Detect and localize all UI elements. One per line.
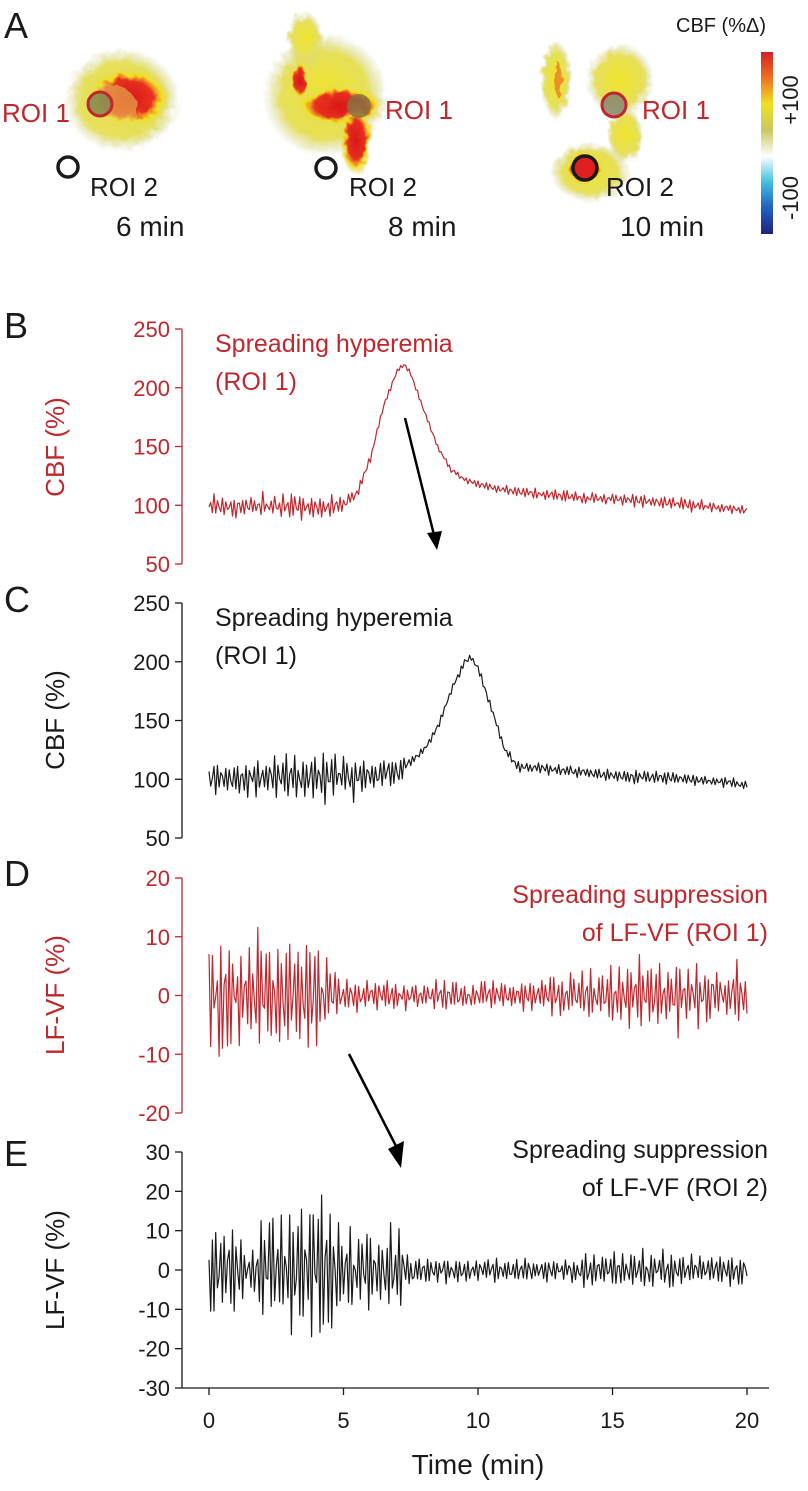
perfusion-map-6min xyxy=(64,48,180,152)
y-axis-label-c: CBF (%) xyxy=(40,670,70,770)
y-tick-label: 150 xyxy=(133,435,170,460)
arrow-d-to-e xyxy=(347,1053,400,1151)
panel-label-c: C xyxy=(4,579,30,620)
time-label-10min: 10 min xyxy=(620,211,704,242)
chart-panel-b: 50 100 150 200 250 CBF (%) Spreading hyperemia… xyxy=(40,317,748,577)
x-tick-label: 5 xyxy=(337,1408,349,1433)
y-tick-label: 50 xyxy=(146,826,170,851)
y-tick-label: 0 xyxy=(158,984,170,1009)
panel-title-e: Spreading suppression xyxy=(512,1136,768,1164)
time-label-6min: 6 min xyxy=(116,211,184,242)
chart-panel-c: 50 100 150 200 250 CBF (%) Spreading hyperemia… xyxy=(40,591,748,851)
y-tick-label: 100 xyxy=(133,493,170,518)
time-label-8min: 8 min xyxy=(388,211,456,242)
roi2-circle-8min xyxy=(314,156,338,180)
y-tick-label: 100 xyxy=(133,767,170,792)
y-tick-label: -20 xyxy=(138,1337,170,1362)
y-axis-label-b: CBF (%) xyxy=(40,397,70,497)
colorbar xyxy=(761,52,773,234)
roi1-label-8min: ROI 1 xyxy=(385,95,453,125)
y-tick-label: 30 xyxy=(146,1140,170,1165)
y-axis-label-d: LF-VF (%) xyxy=(40,935,70,1055)
chart-panel-e: -30 -20 -10 0 10 20 30 LF-VF (%) Spreading suppr… xyxy=(40,1136,769,1480)
panel-subtitle-b: (ROI 1) xyxy=(215,368,297,396)
panel-subtitle-c: (ROI 1) xyxy=(215,642,297,670)
arrow-b-to-c xyxy=(403,417,436,536)
trace-c xyxy=(208,654,748,806)
x-tick-label: 0 xyxy=(203,1408,215,1433)
y-tick-label: 10 xyxy=(146,925,170,950)
y-tick-label: 0 xyxy=(158,1258,170,1283)
y-tick-label: 20 xyxy=(146,1179,170,1204)
roi1-label-10min: ROI 1 xyxy=(642,95,710,125)
panel-label-b: B xyxy=(4,305,28,346)
colorbar-title: CBF (%Δ) xyxy=(676,15,766,37)
y-tick-label: 50 xyxy=(146,552,170,577)
roi1-outline-10min xyxy=(600,91,628,119)
y-tick-label: 250 xyxy=(133,317,170,342)
roi1-label-6min: ROI 1 xyxy=(2,98,70,128)
chart-panel-d: -20 -10 0 10 20 LF-VF (%) Spreading suppressio… xyxy=(40,866,768,1126)
roi1-outline-6min xyxy=(86,90,114,118)
arrowhead-b-to-c xyxy=(427,531,442,550)
roi2-circle-6min xyxy=(56,155,80,179)
roi2-label-6min: ROI 2 xyxy=(90,172,158,202)
panel-title-d: Spreading suppression xyxy=(512,881,768,909)
x-axis-label: Time (min) xyxy=(412,1449,545,1480)
panel-label-a: A xyxy=(4,5,28,46)
x-tick-label: 15 xyxy=(600,1408,624,1433)
roi2-fill-10min xyxy=(573,156,597,180)
y-tick-label: 20 xyxy=(146,866,170,891)
panel-a: ROI 1 ROI 2 6 min ROI 1 ROI 2 8 min R xyxy=(2,12,803,242)
panel-title-b: Spreading hyperemia xyxy=(215,330,453,358)
panel-title-c: Spreading hyperemia xyxy=(215,604,453,632)
y-tick-label: 250 xyxy=(133,591,170,616)
x-tick-label: 10 xyxy=(466,1408,490,1433)
roi1-circle-8min xyxy=(347,94,371,118)
arrowhead-d-to-e xyxy=(388,1141,404,1168)
roi2-label-8min: ROI 2 xyxy=(349,172,417,202)
colorbar-min-label: -100 xyxy=(778,176,803,220)
y-axis-label-e: LF-VF (%) xyxy=(40,1210,70,1330)
y-tick-label: 10 xyxy=(146,1219,170,1244)
panel-subtitle-e: of LF-VF (ROI 2) xyxy=(582,1174,768,1202)
trace-b xyxy=(208,364,748,521)
panel-label-e: E xyxy=(4,1133,28,1174)
panel-label-d: D xyxy=(4,853,30,894)
y-tick-label: -30 xyxy=(138,1376,170,1401)
roi1-circle-10min xyxy=(602,93,626,117)
perfusion-map-8min xyxy=(263,12,387,176)
trace-e xyxy=(208,1194,748,1338)
y-tick-label: 200 xyxy=(133,650,170,675)
roi2-label-10min: ROI 2 xyxy=(606,172,674,202)
y-tick-label: -10 xyxy=(138,1042,170,1067)
y-tick-label: 200 xyxy=(133,376,170,401)
y-tick-label: 150 xyxy=(133,709,170,734)
roi2-circle-10min xyxy=(571,154,599,182)
trace-d xyxy=(208,926,748,1057)
roi1-circle-6min xyxy=(88,92,112,116)
panel-subtitle-d: of LF-VF (ROI 1) xyxy=(582,919,768,947)
x-tick-label: 20 xyxy=(735,1408,759,1433)
y-tick-label: -20 xyxy=(138,1101,170,1126)
colorbar-max-label: +100 xyxy=(778,75,803,125)
y-tick-label: -10 xyxy=(138,1297,170,1322)
